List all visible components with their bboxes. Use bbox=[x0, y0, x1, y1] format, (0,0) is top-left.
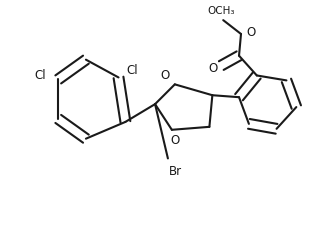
Text: Cl: Cl bbox=[35, 69, 46, 82]
Text: Br: Br bbox=[169, 164, 182, 177]
Text: O: O bbox=[209, 62, 218, 75]
Text: O: O bbox=[160, 69, 170, 82]
Text: O: O bbox=[170, 133, 180, 146]
Text: Cl: Cl bbox=[126, 64, 138, 77]
Text: OCH₃: OCH₃ bbox=[207, 6, 235, 16]
Text: O: O bbox=[246, 26, 255, 39]
